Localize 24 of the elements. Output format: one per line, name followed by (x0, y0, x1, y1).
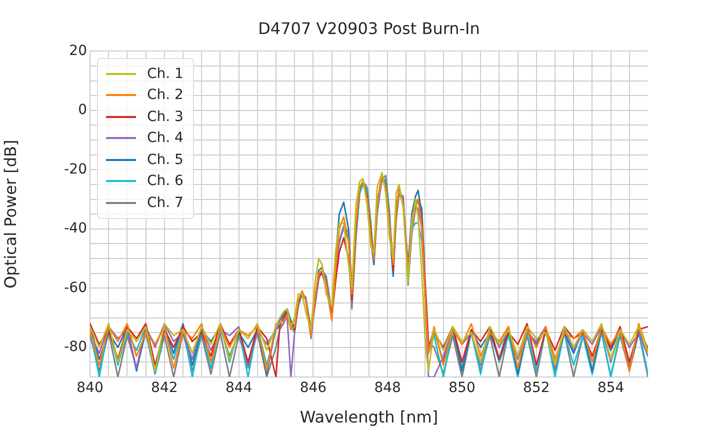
x-tick-label: 844 (225, 380, 252, 396)
y-tick-label: 0 (78, 102, 87, 118)
y-tick-label: 20 (69, 42, 87, 59)
y-tick-label: -40 (64, 220, 87, 237)
x-tick-label: 840 (76, 380, 104, 396)
y-tick-label: -60 (64, 280, 87, 296)
x-tick-label: 850 (448, 380, 476, 396)
x-tick-label: 848 (374, 380, 401, 396)
legend-label: Ch. 5 (147, 152, 184, 168)
y-tick-label: -20 (64, 161, 87, 178)
legend-label: Ch. 7 (147, 194, 184, 211)
x-tick-label: 842 (151, 380, 178, 396)
legend-label: Ch. 3 (147, 108, 184, 125)
x-tick-label: 854 (597, 380, 624, 396)
legend-label: Ch. 2 (147, 87, 184, 104)
x-tick-label: 846 (300, 380, 327, 396)
legend-label: Ch. 1 (147, 66, 184, 82)
x-axis-title: Wavelength [nm] (300, 408, 438, 427)
y-axis-title: Optical Power [dB] (0, 140, 20, 288)
legend-label: Ch. 4 (147, 130, 184, 146)
legend-label: Ch. 6 (147, 173, 184, 190)
y-tick-label: -80 (64, 339, 87, 356)
chart-title: D4707 V20903 Post Burn-In (258, 18, 480, 38)
x-tick-label: 852 (523, 380, 550, 396)
